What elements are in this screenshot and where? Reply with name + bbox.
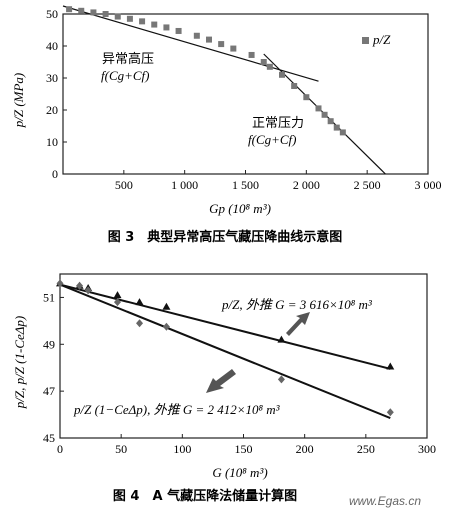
fig3-series-1-point (321, 111, 328, 118)
fig3-y-tick-label: 40 (46, 39, 58, 53)
fig3-series-1-point (193, 32, 200, 39)
fig4-x-tick-label: 50 (115, 442, 127, 456)
fig3-y-tick-label: 10 (46, 135, 58, 149)
fig3-caption: 图 3 典型异常高压气藏压降曲线示意图 (108, 229, 343, 245)
fig3-x-tick-label: 2 500 (354, 178, 381, 192)
fig4-points (56, 279, 395, 417)
fig3-legend-label: p/Z (372, 32, 391, 47)
fig4-series-1-point (135, 298, 144, 306)
fig4-trend-lines (59, 283, 391, 420)
fig4-series-2-point (136, 319, 144, 328)
fig3-axes: 500 1 000 1 500 2 000 2 500 3 000 0 10 20 30 40 50 (46, 7, 442, 192)
figure-3: 500 1 000 1 500 2 000 2 500 3 00001020304050 … (11, 5, 442, 245)
fig3-series-1-point (151, 21, 158, 28)
fig3-series-1-point (66, 6, 73, 13)
fig3-series-1-point (102, 11, 109, 17)
fig3-annotation-abnormal-title: 异常高压 (102, 51, 154, 67)
fig3-points (66, 6, 346, 136)
fig4-x-tick-label: 0 (57, 442, 63, 456)
fig3-x-tick-label: 1 000 (171, 178, 198, 192)
fig4-series-2-point (76, 281, 84, 290)
fig3-y-tick-label: 50 (46, 7, 58, 21)
fig4-annotation-upper: p/Z, 外推 G = 3 616×10⁸ m³ (221, 297, 373, 312)
fig3-series-1-point (291, 83, 298, 89)
fig3-series-1-point (175, 27, 182, 34)
fig4-series-2-point (56, 279, 64, 288)
fig3-x-tick-label: 1 500 (232, 178, 259, 192)
fig3-series-1-point (114, 13, 121, 20)
fig4-axes: 0 50 100 150 200 250 300 45 47 49 51 (43, 273, 436, 456)
fig3-series-1-point (218, 41, 225, 48)
fig3-series-1-point (248, 51, 255, 58)
fig3-y-tick-label: 0 (52, 167, 58, 181)
fig4-y-tick-label: 45 (43, 431, 55, 445)
fig3-series-1-point (163, 24, 170, 31)
fig3-series-1-point (327, 118, 334, 125)
fig4-series-1-point (277, 335, 286, 343)
fig4-trend-line-1 (59, 283, 391, 370)
fig4-x-tick-label: 300 (418, 442, 436, 456)
fig3-legend-marker (362, 37, 369, 44)
fig4-y-tick-label: 49 (43, 337, 55, 351)
fig4-series-2-point (113, 298, 121, 307)
fig3-series-1-point (279, 71, 285, 78)
fig4-y-tick-label: 47 (43, 384, 55, 398)
fig4-x-axis-label: G (10⁸ m³) (212, 465, 267, 480)
fig3-annotation-normal-formula: f(Cg+Cf) (248, 132, 297, 147)
fig4-x-tick-label: 150 (235, 442, 253, 456)
fig4-series-1-point (386, 362, 395, 370)
fig3-series-1-point (266, 63, 273, 70)
fig4-y-tick-label: 51 (43, 290, 55, 304)
fig4-caption: 图 4 A 气藏压降法储量计算图 (113, 488, 297, 504)
fig4-x-tick-label: 200 (296, 442, 314, 456)
fig4-trend-line-2 (59, 283, 391, 420)
fig3-series-1-point (230, 45, 237, 52)
fig4-series-1-point (113, 291, 122, 299)
fig4-series-2-point (84, 286, 92, 295)
fig3-series-1-point (339, 129, 346, 136)
fig4-annotation-lower: p/Z (1−CeΔp), 外推 G = 2 412×10⁸ m³ (73, 402, 281, 417)
fig4-series-2-point (162, 322, 170, 331)
fig3-x-tick-label: 2 000 (293, 178, 320, 192)
fig3-series-1-point (126, 15, 133, 22)
watermark: www.Egas.cn (349, 494, 421, 508)
fig3-x-axis-label: Gp (10⁸ m³) (209, 201, 271, 216)
fig4-series-1-point (162, 302, 171, 310)
fig3-y-tick-label: 20 (46, 103, 58, 117)
fig3-series-1-point (206, 36, 212, 43)
fig4-series-2-point (386, 408, 394, 417)
fig3-y-axis-label: p/Z (MPa) (11, 73, 26, 129)
fig4-arrow-lower (206, 369, 236, 393)
fig3-trend-lines (62, 5, 386, 175)
fig3-series-1-point (333, 124, 340, 131)
fig3-trend-line-1 (62, 5, 319, 82)
fig3-x-tick-label: 500 (115, 178, 133, 192)
fig3-x-tick-label: 3 000 (415, 178, 442, 192)
fig3-series-1-point (260, 59, 267, 65)
fig4-y-axis-label: p/Z, p/Z (1-CeΔp) (12, 316, 27, 410)
fig3-series-1-point (78, 7, 85, 14)
fig3-annotation-normal-title: 正常压力 (252, 116, 304, 131)
fig3-series-1-point (139, 18, 146, 25)
fig4-x-tick-label: 100 (173, 442, 191, 456)
fig3-series-1-point (315, 105, 322, 112)
fig3-y-tick-label: 30 (46, 71, 58, 85)
fig4-arrow-upper (286, 312, 310, 336)
fig4-series-2-point (277, 375, 285, 384)
fig3-annotation-abnormal-formula: f(Cg+Cf) (101, 68, 150, 83)
fig3-series-1-point (90, 9, 97, 16)
fig3-series-1-point (303, 94, 310, 101)
figure-4: 0 50 100 150 200 250 300 45 47 49 51 p/Z, 外推 G = 3… (12, 273, 436, 504)
fig4-x-tick-label: 250 (357, 442, 375, 456)
